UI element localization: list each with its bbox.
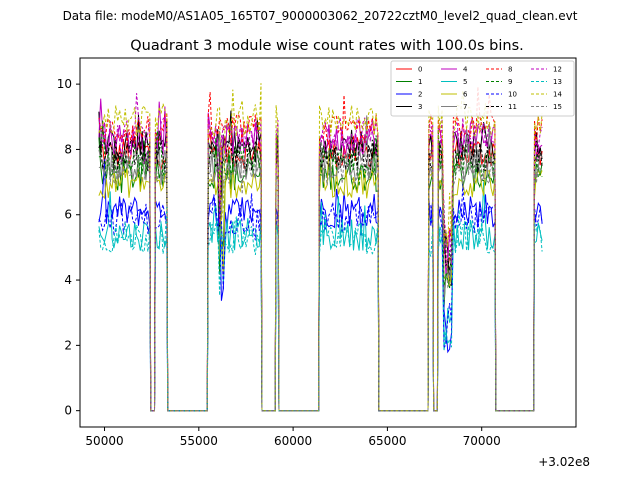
plot-lines [98, 83, 543, 412]
legend-label-11: 11 [508, 103, 517, 111]
axes-frame [79, 57, 577, 428]
legend-label-13: 13 [553, 78, 562, 86]
legend-label-7: 7 [463, 103, 467, 111]
x-offset-label: +3.02e8 [538, 455, 590, 469]
chart-title: Quadrant 3 module wise count rates with … [130, 38, 524, 54]
legend-label-15: 15 [553, 103, 562, 111]
legend-label-9: 9 [508, 78, 512, 86]
y-tick-label: 4 [64, 273, 72, 287]
legend-label-4: 4 [463, 66, 468, 74]
y-tick-label: 8 [64, 142, 72, 156]
x-tick-label: 70000 [463, 434, 501, 448]
legend-label-6: 6 [463, 91, 468, 99]
y-tick-label: 0 [64, 404, 72, 418]
series-line-15 [98, 129, 543, 412]
legend-label-10: 10 [508, 91, 517, 99]
series-line-4 [98, 98, 543, 412]
y-tick-label: 10 [57, 77, 72, 91]
series-line-11 [98, 138, 543, 412]
series-line-10 [98, 184, 543, 412]
legend-label-12: 12 [553, 66, 562, 74]
legend-box [390, 60, 575, 117]
series-line-6 [98, 148, 543, 412]
series-line-13 [98, 207, 543, 412]
y-tick-label: 2 [64, 338, 72, 352]
chart-suptitle: Data file: modeM0/AS1A05_165T07_90000030… [63, 9, 578, 23]
legend-label-5: 5 [463, 78, 467, 86]
legend-label-2: 2 [418, 91, 422, 99]
x-axis: 50000 55000 60000 65000 70000 [85, 427, 501, 448]
x-tick-label: 50000 [85, 434, 123, 448]
series-line-8 [98, 86, 543, 412]
x-tick-label: 55000 [180, 434, 218, 448]
x-tick-label: 60000 [274, 434, 312, 448]
series-line-5 [98, 182, 543, 412]
series-line-2 [98, 158, 543, 412]
legend-label-0: 0 [418, 66, 422, 74]
legend-label-1: 1 [418, 78, 422, 86]
x-tick-label: 65000 [368, 434, 406, 448]
legend-label-14: 14 [553, 91, 562, 99]
legend-label-3: 3 [418, 103, 422, 111]
y-tick-label: 6 [64, 208, 72, 222]
legend-label-8: 8 [508, 66, 512, 74]
y-axis: 0 2 4 6 8 10 [57, 77, 80, 418]
